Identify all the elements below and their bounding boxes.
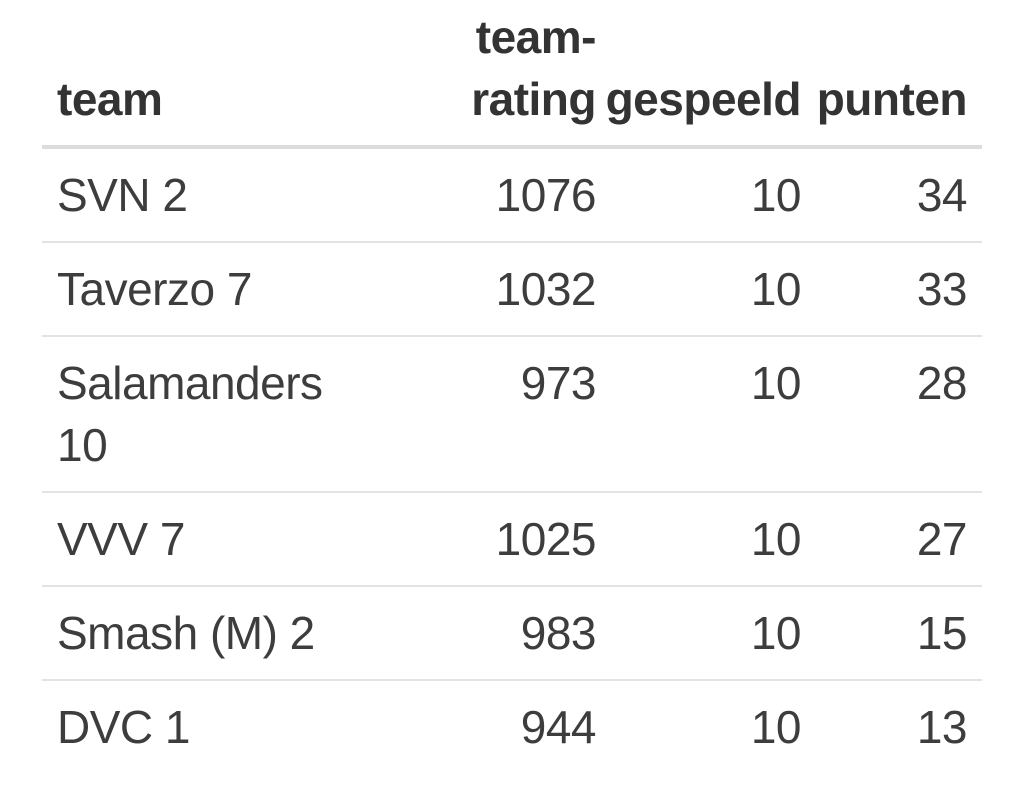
table-body: SVN 2 1076 10 34 Taverzo 7 1032 10 33 Sa… [42,147,982,773]
team-cell: Smash (M) 2 [42,586,352,681]
team-rating-cell: 1076 [352,147,597,243]
punten-cell: 34 [801,147,982,243]
punten-cell: 27 [801,492,982,587]
standings-table: team team-rating gespeeld punten SVN 2 1… [42,0,982,773]
gespeeld-cell: 10 [596,336,802,493]
table-row: Smash (M) 2 983 10 15 [42,586,982,681]
column-header-gespeeld: gespeeld [596,0,802,149]
table-row: DVC 1 944 10 13 [42,680,982,773]
punten-cell: 13 [916,701,968,753]
gespeeld-cell: 10 [596,586,802,681]
column-header-punten: punten [801,0,982,149]
table-row: Taverzo 7 1032 10 33 [42,242,982,337]
column-header-team: team [42,0,352,149]
table-row: SVN 2 1076 10 34 [42,147,982,243]
gespeeld-cell: 10 [596,147,802,243]
gespeeld-cell: 10 [596,242,802,337]
punten-cell: 33 [801,242,982,337]
gespeeld-cell: 10 [596,492,802,587]
standings-table-container: team team-rating gespeeld punten SVN 2 1… [42,0,982,773]
team-cell: VVV 7 [42,492,352,587]
team-cell: DVC 1 [57,701,190,753]
table-row: VVV 7 1025 10 27 [42,492,982,587]
team-rating-cell: 944 [520,701,597,753]
team-cell: Taverzo 7 [42,242,352,337]
team-cell: Salamanders 10 [42,336,352,493]
punten-cell: 15 [801,586,982,681]
table-row: Salamanders 10 973 10 28 [42,336,982,493]
header-row: team team-rating gespeeld punten [42,0,982,149]
team-rating-cell: 973 [352,336,597,493]
team-cell: SVN 2 [42,147,352,243]
gespeeld-cell: 10 [750,701,802,753]
team-rating-cell: 983 [352,586,597,681]
team-rating-cell: 1025 [352,492,597,587]
column-header-team-rating: team-rating [352,0,597,149]
table-header: team team-rating gespeeld punten [42,0,982,149]
punten-cell: 28 [801,336,982,493]
team-rating-cell: 1032 [352,242,597,337]
